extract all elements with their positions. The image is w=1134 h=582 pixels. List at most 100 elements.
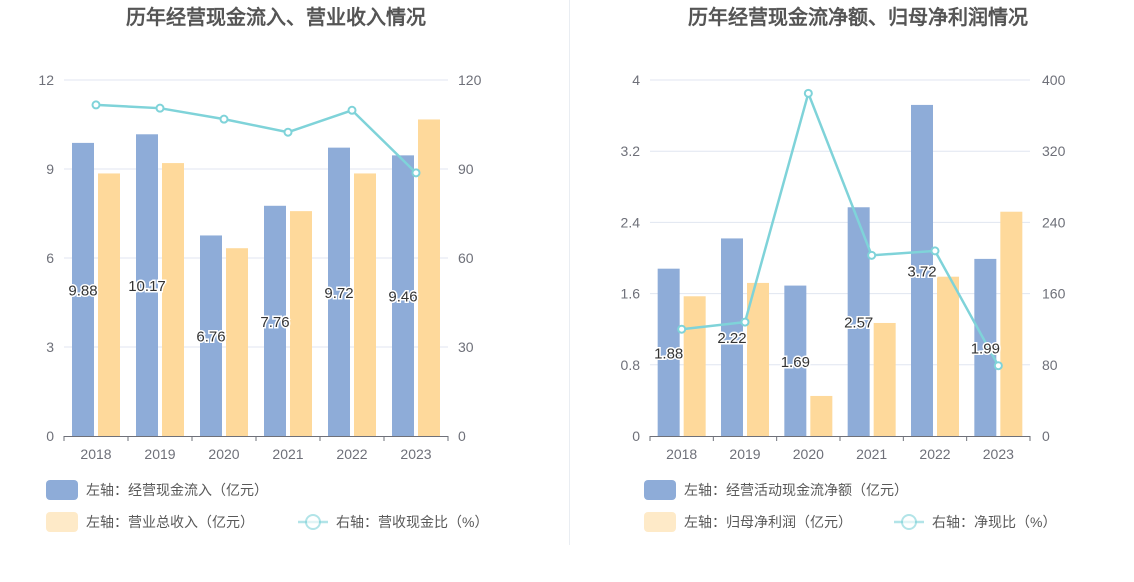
- line-point: [740, 317, 750, 327]
- right-axis-tick: 320: [1042, 143, 1066, 159]
- bar-data-label: 1.99: [971, 340, 1000, 357]
- bar: [200, 235, 222, 436]
- bar-data-label: 2.57: [844, 315, 873, 332]
- right-axis-tick: 120: [458, 72, 482, 88]
- line-point: [91, 100, 101, 110]
- left-axis-tick: 3: [46, 339, 54, 355]
- line-point: [677, 324, 687, 334]
- line-point: [993, 361, 1003, 371]
- left-axis-tick: 0: [632, 428, 640, 444]
- right-axis-tick: 30: [458, 339, 474, 355]
- bar: [657, 268, 680, 436]
- left-axis-tick: 1.6: [621, 286, 641, 302]
- bar-data-label: 1.69: [781, 354, 810, 371]
- x-axis-label: 2020: [793, 446, 824, 462]
- legend-swatch: [644, 512, 676, 532]
- chart-divider: [569, 0, 570, 545]
- legend-swatch: [46, 480, 78, 500]
- bar: [784, 285, 807, 436]
- x-axis-label: 2022: [919, 446, 950, 462]
- legend-label: 右轴：营收现金比（%）: [336, 514, 488, 530]
- bar-data-label: 9.46: [388, 289, 417, 306]
- series-line: [95, 103, 417, 174]
- x-axis-label: 2023: [400, 446, 431, 462]
- right-axis-tick: 80: [1042, 357, 1058, 373]
- right-axis-tick: 90: [458, 161, 474, 177]
- bar: [937, 276, 959, 436]
- right-axis-tick: 0: [1042, 428, 1050, 444]
- bar: [290, 211, 312, 436]
- chart-title: 历年经营现金流净额、归母净利润情况: [688, 5, 1028, 29]
- legend-label: 右轴：净现比（%）: [932, 514, 1056, 530]
- left-axis-tick: 2.4: [621, 214, 641, 230]
- legend-label: 左轴：经营现金流入（亿元）: [86, 482, 268, 498]
- bar: [810, 395, 833, 436]
- x-axis-label: 2022: [336, 446, 367, 462]
- bar: [162, 163, 184, 437]
- bar: [98, 173, 120, 436]
- bar: [974, 258, 997, 436]
- right-axis-tick: 0: [458, 428, 466, 444]
- x-axis-label: 2019: [144, 446, 175, 462]
- line-point: [347, 105, 357, 115]
- legend-label: 左轴：营业总收入（亿元）: [86, 514, 254, 530]
- x-axis-label: 2023: [983, 446, 1014, 462]
- bar: [847, 207, 870, 436]
- bar: [418, 119, 440, 436]
- bar: [873, 322, 896, 436]
- line-point: [283, 127, 293, 137]
- chart-title: 历年经营现金流入、营业收入情况: [126, 5, 426, 29]
- bar-data-label: 3.72: [907, 263, 936, 280]
- x-axis-label: 2021: [856, 446, 887, 462]
- left-axis-tick: 12: [38, 72, 54, 88]
- x-axis-label: 2019: [729, 446, 760, 462]
- right-axis-tick: 400: [1042, 72, 1066, 88]
- right-axis-tick: 160: [1042, 286, 1066, 302]
- bar: [911, 104, 933, 437]
- series-line: [681, 89, 1000, 367]
- bar: [683, 296, 706, 436]
- line-point: [803, 88, 813, 98]
- bar: [328, 147, 350, 436]
- bar: [1000, 211, 1023, 436]
- line-point: [155, 103, 165, 113]
- left-axis-tick: 6: [46, 250, 54, 266]
- legend-label: 左轴：归母净利润（亿元）: [684, 514, 852, 530]
- x-axis-label: 2020: [208, 446, 239, 462]
- x-axis-label: 2021: [272, 446, 303, 462]
- legend-line-marker: [305, 514, 321, 530]
- bar: [136, 134, 158, 437]
- bar: [264, 205, 286, 436]
- bar: [354, 173, 376, 436]
- legend-swatch: [644, 480, 676, 500]
- chart-net-cashflow-profit: 历年经营现金流净额、归母净利润情况 0 0.8 1.6 2.4 3.2 4 0 80 160 240…: [621, 5, 1066, 532]
- bar-data-label: 9.72: [324, 285, 353, 302]
- right-axis-tick: 60: [458, 250, 474, 266]
- left-axis-tick: 9: [46, 161, 54, 177]
- left-axis-tick: 3.2: [621, 143, 641, 159]
- bar: [226, 248, 248, 436]
- bar: [747, 282, 769, 436]
- line-point: [411, 168, 421, 178]
- bar: [721, 238, 743, 436]
- bar-data-label: 6.76: [196, 329, 225, 346]
- bar-data-label: 1.88: [654, 345, 683, 362]
- legend-label: 左轴：经营活动现金流净额（亿元）: [684, 482, 908, 498]
- left-axis-tick: 0: [46, 428, 54, 444]
- bar-data-label: 10.17: [128, 278, 166, 295]
- line-point: [867, 250, 877, 260]
- legend-line-marker: [901, 514, 917, 530]
- bar: [392, 155, 414, 436]
- left-axis-tick: 4: [632, 72, 640, 88]
- bar: [72, 142, 94, 437]
- bar-data-label: 7.76: [260, 314, 289, 331]
- x-axis-label: 2018: [666, 446, 697, 462]
- line-point: [219, 114, 229, 124]
- left-axis-tick: 0.8: [621, 357, 641, 373]
- bar-data-label: 2.22: [717, 330, 746, 347]
- x-axis-label: 2018: [80, 446, 111, 462]
- bar-data-label: 9.88: [68, 282, 97, 299]
- right-axis-tick: 240: [1042, 214, 1066, 230]
- line-point: [930, 246, 940, 256]
